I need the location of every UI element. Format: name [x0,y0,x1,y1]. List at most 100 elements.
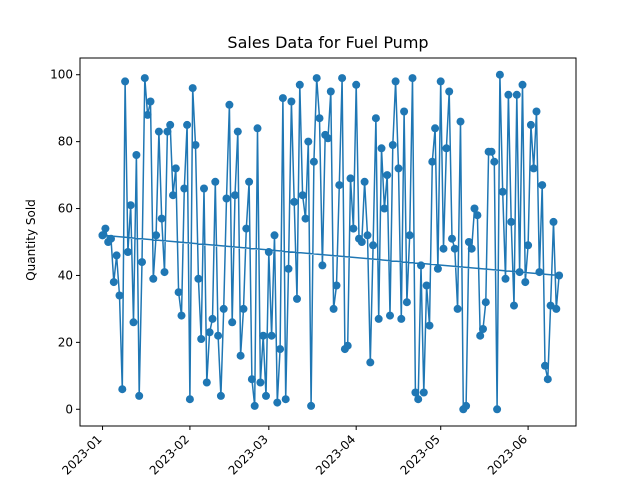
data-point [236,351,245,360]
data-point [512,90,521,99]
data-point [115,291,124,300]
y-tick-label: 0 [65,402,73,416]
data-point [464,238,473,246]
data-point [445,87,454,96]
data-point [233,127,242,136]
data-point [360,177,369,186]
data-point [419,388,428,397]
data-point [256,378,265,387]
data-point [293,294,301,303]
data-point [129,318,138,327]
data-point [183,120,192,129]
data-point [166,120,175,129]
y-tick-label: 80 [58,135,73,149]
data-point [146,97,155,106]
data-point [374,314,383,323]
data-point [324,134,332,143]
data-point [191,141,200,149]
data-point [171,164,180,173]
data-point [273,398,282,407]
data-point [140,74,149,83]
data-point [205,328,214,337]
data-point [185,395,194,404]
data-point [439,244,448,253]
data-point [250,401,259,410]
data-point [366,358,375,367]
data-point [504,90,513,99]
data-point [123,248,132,256]
data-point [428,157,437,166]
data-point [126,201,135,210]
data-point [456,117,465,126]
data-point [543,375,552,384]
data-point [149,274,158,283]
data-point [498,187,507,196]
data-point [538,181,547,190]
data-point [118,385,127,394]
y-tick-label: 60 [58,202,73,216]
data-point [287,97,296,106]
data-point [121,77,130,86]
data-point [343,341,352,350]
data-point [312,74,321,83]
data-point [290,197,299,206]
data-point [332,281,341,290]
data-point [101,224,110,233]
data-point [479,325,487,333]
data-point [262,391,270,400]
data-point [371,114,380,123]
data-point [518,80,527,89]
data-point [214,331,223,340]
data-point [188,84,197,93]
y-tick-label: 20 [58,335,73,349]
data-point [278,94,287,103]
y-axis-label: Quantity Sold [24,199,38,281]
data-point [433,264,442,273]
data-point [541,361,549,370]
data-point [318,261,327,270]
data-point [352,80,361,89]
data-point [515,268,524,277]
data-point [143,110,152,119]
data-point [462,401,471,410]
data-point [109,278,118,287]
data-point [450,244,459,253]
data-point [216,391,225,400]
data-point [394,164,403,173]
chart-title: Sales Data for Fuel Pump [227,33,428,52]
data-point [555,271,564,280]
data-point [501,274,510,283]
data-point [270,231,279,240]
data-point [400,107,409,116]
data-point [521,278,530,287]
data-point [298,191,307,200]
data-point [402,298,411,307]
data-point [349,224,358,233]
data-point [507,217,516,226]
data-point [253,124,262,133]
y-tick-label: 40 [58,268,73,282]
data-point [163,127,172,136]
data-point [222,194,231,203]
data-point [369,241,378,250]
data-point [490,157,499,166]
data-point [301,214,310,223]
data-point [219,304,228,313]
data-point [549,217,558,226]
data-point [98,231,107,240]
data-point [315,114,324,123]
data-point [476,331,485,340]
data-point [470,204,479,213]
data-point [425,321,434,330]
data-point [264,248,273,256]
y-tick-label: 100 [50,68,73,82]
data-point [363,231,372,240]
data-point [481,298,490,307]
data-point [487,147,496,156]
data-point [177,311,186,320]
data-point [422,281,431,290]
data-point [377,144,386,153]
data-point [346,174,355,183]
data-point [132,151,141,159]
